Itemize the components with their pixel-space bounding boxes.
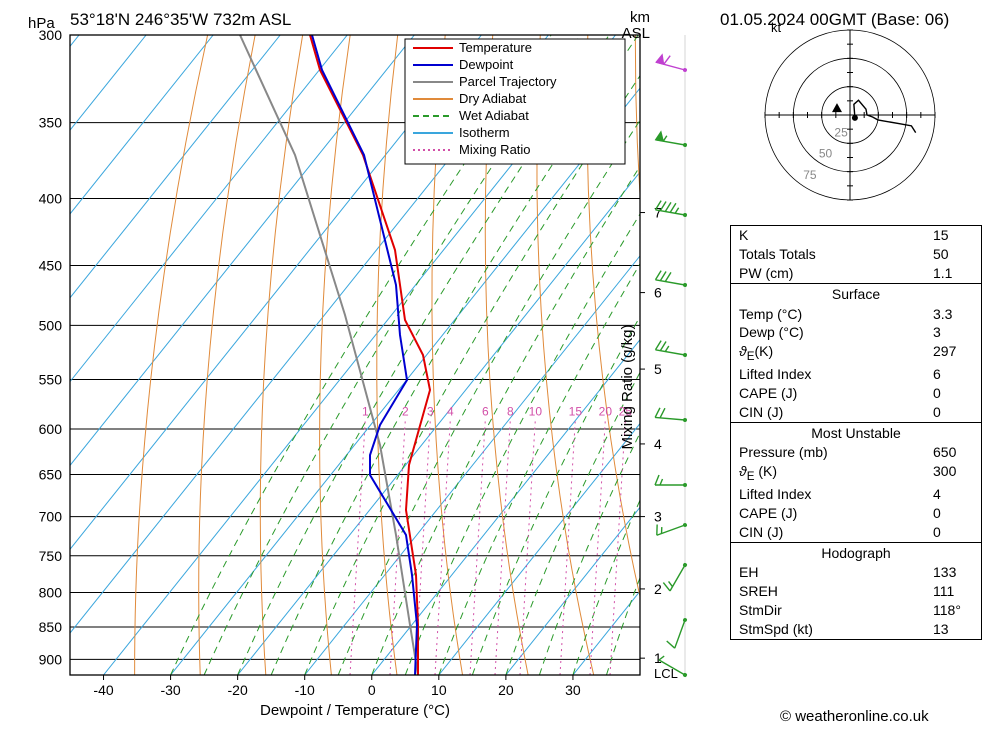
section-hodograph: Hodograph — [731, 542, 981, 564]
section-most-unstable: Most Unstable — [731, 422, 981, 444]
xaxis-label: Dewpoint / Temperature (°C) — [260, 702, 450, 719]
r2-asl: ASL — [622, 25, 650, 42]
index-row: Lifted Index4 — [731, 485, 981, 504]
svg-text:-20: -20 — [228, 682, 248, 698]
svg-text:2: 2 — [654, 581, 662, 597]
svg-text:-10: -10 — [295, 682, 315, 698]
svg-text:-30: -30 — [160, 682, 180, 698]
r2-km: km — [630, 9, 650, 26]
index-row: Dewp (°C)3 — [731, 323, 981, 342]
index-row: Pressure (mb)650 — [731, 443, 981, 462]
svg-text:50: 50 — [819, 147, 833, 161]
svg-text:Isotherm: Isotherm — [459, 125, 510, 140]
svg-text:5: 5 — [654, 361, 662, 377]
svg-text:Mixing Ratio: Mixing Ratio — [459, 142, 531, 157]
index-row: K15 — [731, 226, 981, 245]
svg-text:3: 3 — [427, 404, 434, 418]
svg-text:500: 500 — [39, 317, 63, 333]
svg-text:-40: -40 — [93, 682, 113, 698]
svg-text:800: 800 — [39, 584, 63, 600]
svg-text:Parcel Trajectory: Parcel Trajectory — [459, 74, 557, 89]
svg-text:20: 20 — [498, 682, 514, 698]
svg-text:900: 900 — [39, 651, 63, 667]
svg-text:700: 700 — [39, 509, 63, 525]
section-surface: Surface — [731, 283, 981, 305]
index-row: StmSpd (kt)13 — [731, 620, 981, 639]
svg-text:Temperature: Temperature — [459, 40, 532, 55]
ylabel-hpa: hPa — [28, 15, 55, 32]
mixratio-label: Mixing Ratio (g/kg) — [619, 324, 636, 449]
svg-text:3: 3 — [654, 509, 662, 525]
index-row: PW (cm)1.1 — [731, 264, 981, 283]
svg-text:30: 30 — [565, 682, 581, 698]
index-row: ϑE(K)297 — [731, 342, 981, 365]
svg-text:750: 750 — [39, 548, 63, 564]
svg-text:Dry Adiabat: Dry Adiabat — [459, 91, 527, 106]
index-row: Temp (°C)3.3 — [731, 305, 981, 324]
index-row: CIN (J)0 — [731, 523, 981, 542]
svg-text:4: 4 — [447, 404, 454, 418]
legend: Temperature Dewpoint Parcel Trajectory Dry … — [405, 39, 625, 164]
svg-text:10: 10 — [529, 404, 543, 418]
svg-text:6: 6 — [482, 404, 489, 418]
index-row: Lifted Index6 — [731, 365, 981, 384]
svg-text:10: 10 — [431, 682, 447, 698]
location-title: 53°18'N 246°35'W 732m ASL — [70, 10, 291, 29]
svg-text:1: 1 — [362, 404, 369, 418]
copyright: © weatheronline.co.uk — [780, 708, 929, 725]
index-row: EH133 — [731, 563, 981, 582]
index-row: CAPE (J)0 — [731, 384, 981, 403]
svg-text:20: 20 — [599, 404, 613, 418]
svg-text:0: 0 — [368, 682, 376, 698]
svg-text:2: 2 — [402, 404, 409, 418]
svg-text:25: 25 — [834, 125, 848, 139]
svg-text:6: 6 — [654, 285, 662, 301]
svg-text:350: 350 — [39, 115, 63, 131]
svg-text:Wet Adiabat: Wet Adiabat — [459, 108, 529, 123]
svg-text:15: 15 — [569, 404, 583, 418]
index-row: StmDir118° — [731, 601, 981, 620]
svg-text:450: 450 — [39, 257, 63, 273]
svg-text:850: 850 — [39, 619, 63, 635]
datetime-title: 01.05.2024 00GMT (Base: 06) — [720, 10, 949, 29]
svg-text:550: 550 — [39, 372, 63, 388]
svg-text:75: 75 — [803, 168, 817, 182]
index-row: ϑE (K)300 — [731, 462, 981, 485]
svg-text:Dewpoint: Dewpoint — [459, 57, 514, 72]
index-row: SREH111 — [731, 582, 981, 601]
svg-text:400: 400 — [39, 191, 63, 207]
index-row: CAPE (J)0 — [731, 504, 981, 523]
index-row: Totals Totals50 — [731, 245, 981, 264]
svg-text:8: 8 — [507, 404, 514, 418]
svg-text:600: 600 — [39, 421, 63, 437]
indices-panel: K15Totals Totals50PW (cm)1.1SurfaceTemp … — [730, 225, 982, 640]
index-row: CIN (J)0 — [731, 403, 981, 422]
svg-text:4: 4 — [654, 436, 662, 452]
svg-text:650: 650 — [39, 466, 63, 482]
svg-text:kt: kt — [771, 20, 782, 35]
hodograph: 255075 kt — [750, 15, 950, 215]
